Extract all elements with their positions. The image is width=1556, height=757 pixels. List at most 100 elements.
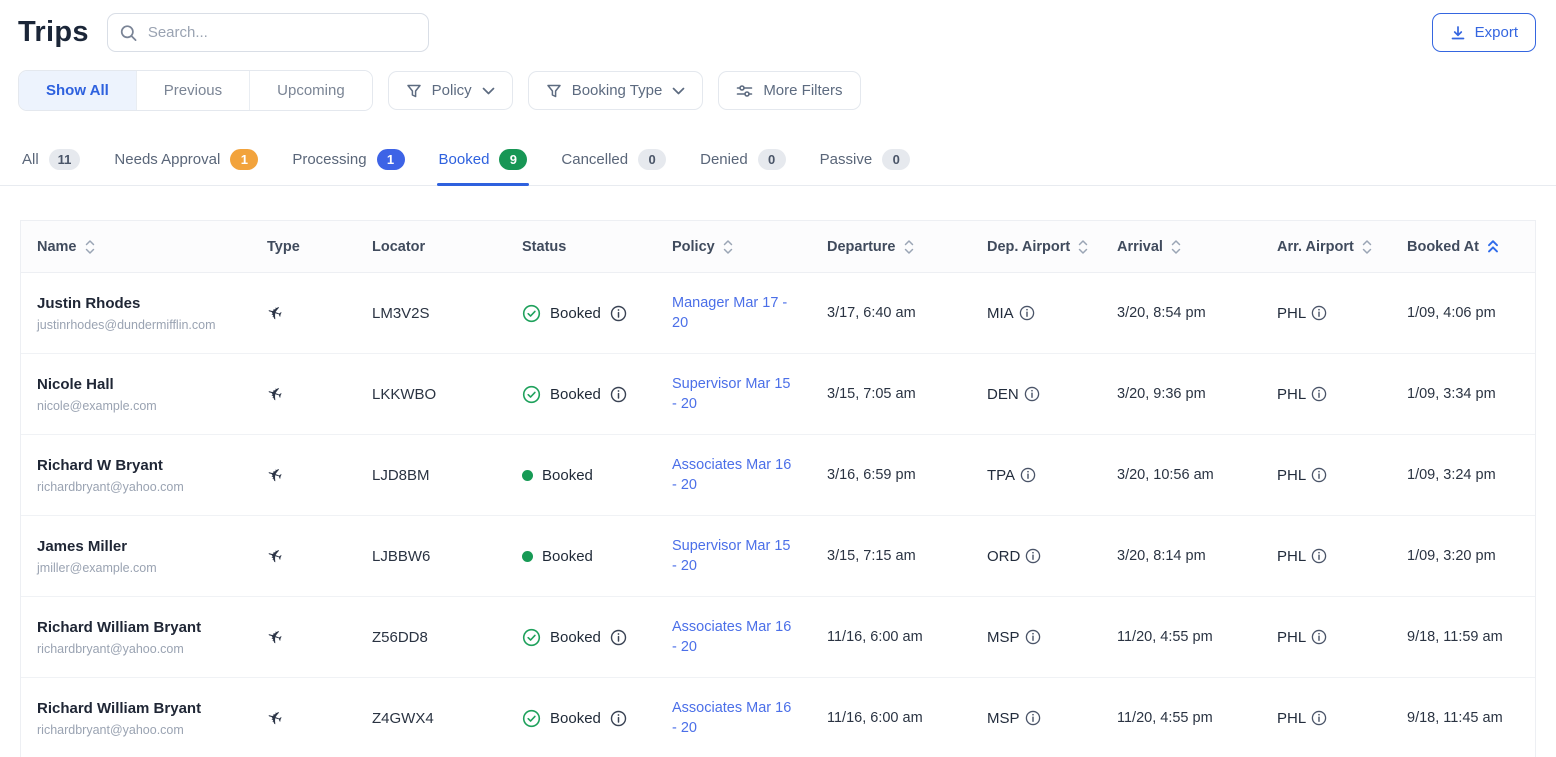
- dep-airport-cell: MIA: [987, 305, 1117, 322]
- more-filters-filter-button[interactable]: More Filters: [718, 71, 860, 110]
- status-info-icon[interactable]: [610, 386, 627, 403]
- export-button[interactable]: Export: [1432, 13, 1536, 52]
- column-header-name[interactable]: Name: [37, 239, 267, 255]
- column-header-arrival[interactable]: Arrival: [1117, 239, 1277, 255]
- sort-icon: [85, 239, 95, 255]
- column-header-arr-airport[interactable]: Arr. Airport: [1277, 239, 1407, 255]
- policy-link[interactable]: Supervisor Mar 15 - 20: [672, 374, 792, 415]
- dep-airport-info-icon[interactable]: [1025, 629, 1041, 645]
- arr-airport-info-icon[interactable]: [1311, 467, 1327, 483]
- traveler-name: Justin Rhodes: [37, 295, 267, 312]
- traveler-email: justinrhodes@dundermifflin.com: [37, 318, 267, 332]
- dep-airport-info-icon[interactable]: [1020, 467, 1036, 483]
- policy-link[interactable]: Associates Mar 16 - 20: [672, 455, 792, 496]
- policy-filter-button[interactable]: Policy: [388, 71, 513, 110]
- policy-link[interactable]: Associates Mar 16 - 20: [672, 698, 792, 739]
- locator-cell: LJD8BM: [372, 467, 522, 484]
- arr-airport-cell: PHL: [1277, 386, 1407, 403]
- traveler-name: Nicole Hall: [37, 376, 267, 393]
- policy-link[interactable]: Associates Mar 16 - 20: [672, 617, 792, 658]
- tab-passive[interactable]: Passive 0: [818, 139, 913, 185]
- filter-row: Show AllPreviousUpcoming Policy Booking …: [0, 60, 1556, 123]
- page-title: Trips: [18, 16, 89, 49]
- dep-airport-info-icon[interactable]: [1025, 710, 1041, 726]
- search-box: [107, 13, 429, 52]
- arr-airport-info-icon[interactable]: [1311, 629, 1327, 645]
- topbar: Trips Export: [0, 0, 1556, 60]
- booking-type-filter-button[interactable]: Booking Type: [528, 71, 704, 110]
- tab-label: All: [22, 151, 39, 168]
- tab-needs-approval[interactable]: Needs Approval 1: [112, 139, 260, 185]
- sort-icon: [1362, 239, 1372, 255]
- check-circle-icon: [522, 709, 541, 728]
- traveler-email: richardbryant@yahoo.com: [37, 480, 267, 494]
- arrival-cell: 3/20, 9:36 pm: [1117, 386, 1277, 402]
- flight-icon: ✈: [264, 382, 285, 407]
- table-row[interactable]: Justin Rhodes justinrhodes@dundermifflin…: [21, 273, 1535, 354]
- search-input[interactable]: [107, 13, 429, 52]
- dep-airport-info-icon[interactable]: [1025, 548, 1041, 564]
- view-filter-upcoming[interactable]: Upcoming: [250, 71, 372, 110]
- traveler-cell: Richard William Bryant richardbryant@yah…: [37, 619, 267, 656]
- status-dot: [522, 551, 533, 562]
- policy-cell: Manager Mar 17 - 20: [672, 293, 827, 334]
- departure-cell: 11/16, 6:00 am: [827, 710, 987, 726]
- column-header-label: Type: [267, 239, 300, 255]
- arr-airport-info-icon[interactable]: [1311, 386, 1327, 402]
- status-label: Booked: [550, 629, 601, 646]
- table-row[interactable]: Richard W Bryant richardbryant@yahoo.com…: [21, 435, 1535, 516]
- table-row[interactable]: Richard William Bryant richardbryant@yah…: [21, 678, 1535, 757]
- tab-label: Booked: [439, 151, 490, 168]
- dep-airport-info-icon[interactable]: [1019, 305, 1035, 321]
- type-cell: ✈: [267, 627, 372, 648]
- dep-airport-code: ORD: [987, 548, 1020, 565]
- policy-link[interactable]: Manager Mar 17 - 20: [672, 293, 792, 334]
- view-filter-previous[interactable]: Previous: [137, 71, 250, 110]
- arr-airport-info-icon[interactable]: [1311, 305, 1327, 321]
- funnel-icon: [546, 83, 562, 99]
- tab-cancelled[interactable]: Cancelled 0: [559, 139, 668, 185]
- filter-buttons: Policy Booking Type More Filters: [388, 71, 861, 110]
- locator-cell: Z56DD8: [372, 629, 522, 646]
- table-row[interactable]: Nicole Hall nicole@example.com ✈ LKKWBO …: [21, 354, 1535, 435]
- status-label: Booked: [550, 386, 601, 403]
- booked-at-cell: 9/18, 11:59 am: [1407, 629, 1535, 645]
- view-filter-show-all[interactable]: Show All: [19, 71, 137, 110]
- status-cell: Booked: [522, 709, 672, 728]
- tab-count-badge: 0: [758, 149, 786, 170]
- status-info-icon[interactable]: [610, 710, 627, 727]
- status-info-icon[interactable]: [610, 305, 627, 322]
- export-label: Export: [1475, 24, 1518, 41]
- tab-booked[interactable]: Booked 9: [437, 139, 530, 185]
- sliders-icon: [736, 83, 753, 99]
- column-header-label: Locator: [372, 239, 425, 255]
- tab-count-badge: 11: [49, 149, 81, 170]
- traveler-name: James Miller: [37, 538, 267, 555]
- table-body: Justin Rhodes justinrhodes@dundermifflin…: [21, 273, 1535, 757]
- table-row[interactable]: James Miller jmiller@example.com ✈ LJBBW…: [21, 516, 1535, 597]
- tab-denied[interactable]: Denied 0: [698, 139, 788, 185]
- chevron-down-icon: [672, 87, 685, 95]
- dep-airport-cell: TPA: [987, 467, 1117, 484]
- column-header-departure[interactable]: Departure: [827, 239, 987, 255]
- column-header-policy[interactable]: Policy: [672, 239, 827, 255]
- table-row[interactable]: Richard William Bryant richardbryant@yah…: [21, 597, 1535, 678]
- dep-airport-info-icon[interactable]: [1024, 386, 1040, 402]
- policy-link[interactable]: Supervisor Mar 15 - 20: [672, 536, 792, 577]
- flight-icon: ✈: [264, 301, 285, 326]
- arr-airport-code: PHL: [1277, 710, 1306, 727]
- tab-count-badge: 0: [882, 149, 910, 170]
- arr-airport-info-icon[interactable]: [1311, 548, 1327, 564]
- check-circle-icon: [522, 628, 541, 647]
- column-header-booked-at[interactable]: Booked At: [1407, 239, 1535, 255]
- view-filter-group: Show AllPreviousUpcoming: [18, 70, 373, 111]
- tab-processing[interactable]: Processing 1: [290, 139, 406, 185]
- flight-icon: ✈: [264, 706, 285, 731]
- flight-icon: ✈: [264, 625, 285, 650]
- departure-cell: 3/15, 7:15 am: [827, 548, 987, 564]
- tab-all[interactable]: All 11: [20, 139, 82, 185]
- status-cell: Booked: [522, 548, 672, 565]
- column-header-dep-airport[interactable]: Dep. Airport: [987, 239, 1117, 255]
- status-info-icon[interactable]: [610, 629, 627, 646]
- arr-airport-info-icon[interactable]: [1311, 710, 1327, 726]
